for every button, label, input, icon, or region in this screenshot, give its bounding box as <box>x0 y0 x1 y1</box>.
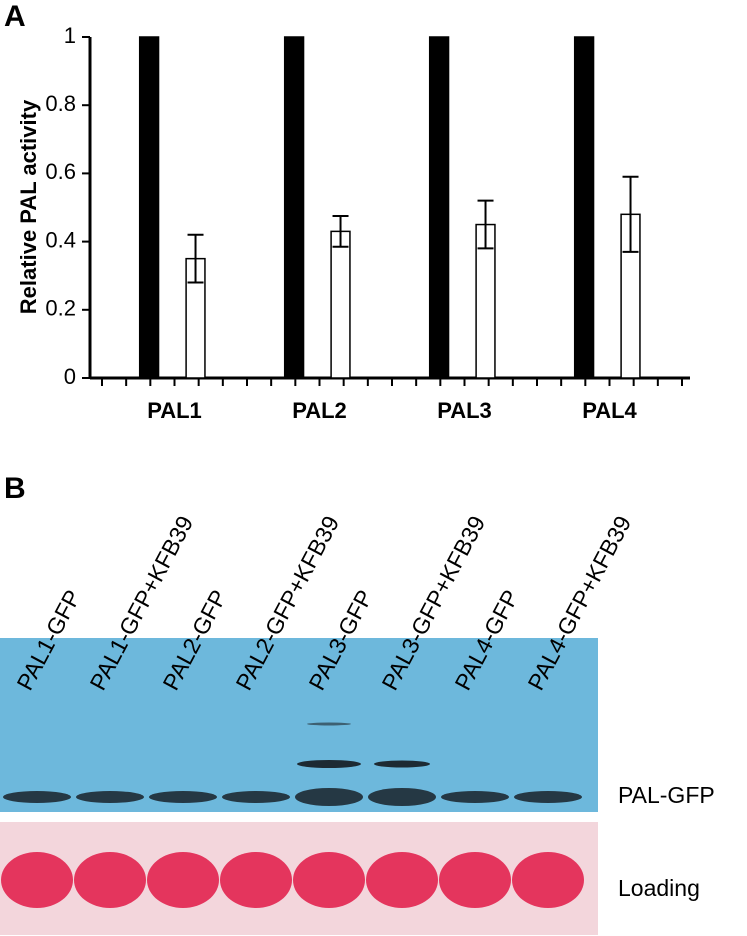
y-tick-label: 0 <box>64 364 76 389</box>
y-tick-label: 0.2 <box>45 296 76 321</box>
y-axis-label: Relative PAL activity <box>16 99 41 314</box>
error-bar <box>477 199 494 250</box>
bar <box>283 36 305 379</box>
blot-label: PAL-GFP <box>618 782 715 808</box>
bar <box>330 230 351 379</box>
error-bar <box>187 233 204 284</box>
x-tick-label: PAL3 <box>437 398 492 423</box>
protein-band <box>374 760 430 768</box>
protein-band <box>222 791 290 803</box>
loading-band <box>366 852 438 908</box>
loading-band <box>220 852 292 908</box>
y-tick-label: 0.6 <box>45 159 76 184</box>
loading-band <box>293 852 365 908</box>
loading-band <box>512 852 584 908</box>
x-tick-label: PAL4 <box>582 398 637 423</box>
bar <box>573 36 595 379</box>
protein-band <box>149 791 217 803</box>
error-bar <box>622 175 639 253</box>
y-tick-label: 1 <box>64 23 76 48</box>
protein-band <box>514 791 582 803</box>
protein-band <box>295 788 363 806</box>
y-tick-label: 0.4 <box>45 227 76 252</box>
protein-band <box>76 791 144 803</box>
panel-label: B <box>4 472 26 505</box>
blot-label: Loading <box>618 875 700 901</box>
x-tick-label: PAL2 <box>292 398 347 423</box>
protein-band <box>441 791 509 803</box>
y-tick-label: 0.8 <box>45 91 76 116</box>
protein-band <box>297 760 361 768</box>
protein-band <box>3 791 71 803</box>
blot-membrane <box>0 638 598 812</box>
bar <box>428 36 450 379</box>
bar <box>138 36 160 379</box>
error-bar <box>332 215 349 248</box>
panel-label: A <box>4 0 26 33</box>
loading-band <box>1 852 73 908</box>
loading-band <box>439 852 511 908</box>
protein-band <box>307 722 351 726</box>
x-tick-label: PAL1 <box>147 398 202 423</box>
loading-band <box>147 852 219 908</box>
loading-band <box>74 852 146 908</box>
protein-band <box>368 788 436 806</box>
